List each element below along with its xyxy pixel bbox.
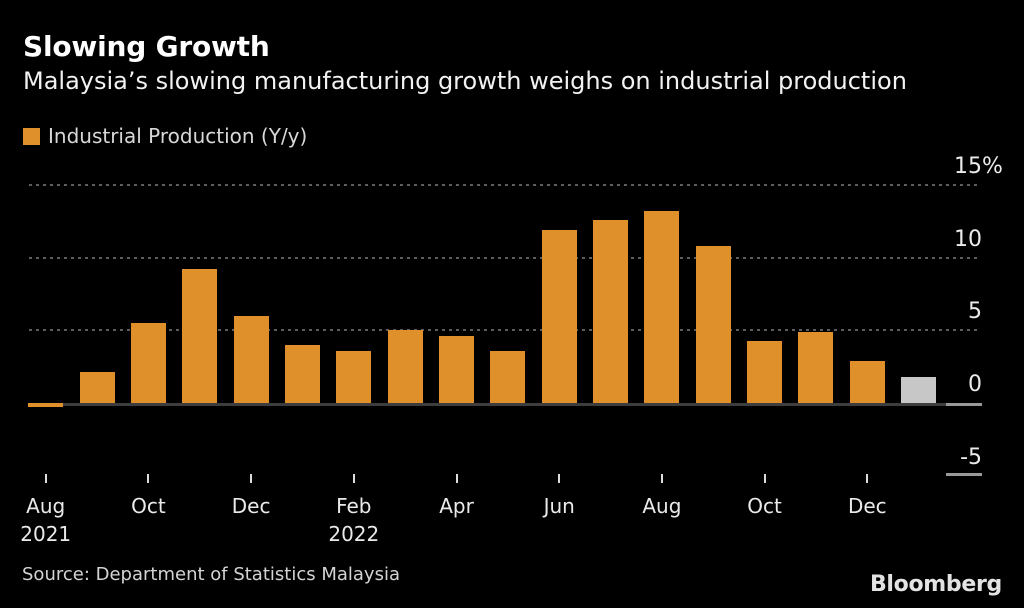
x-axis-label-dec-2022: Dec xyxy=(847,494,887,518)
x-tick-dec-2021 xyxy=(250,474,253,483)
y-axis-label-value: 10 xyxy=(954,226,982,252)
x-axis-label-dec-2021: Dec xyxy=(231,494,271,518)
x-axis-label-oct-2022: Oct xyxy=(747,494,782,518)
y-axis-label-value: 15 xyxy=(954,154,982,179)
x-tick-oct-2022 xyxy=(763,474,766,483)
ytick-dash--5 xyxy=(946,472,982,476)
x-tick-oct-2021 xyxy=(147,474,150,483)
y-axis-label-suffix: % xyxy=(982,154,1003,179)
x-axis-label-aug-2022: Aug xyxy=(642,494,682,518)
x-tick-aug-2022 xyxy=(660,474,663,483)
bar-dec-2022 xyxy=(849,360,885,403)
y-axis-label--5: -5 xyxy=(960,444,982,470)
bar-jan-2022 xyxy=(284,344,320,403)
bar-sep-2022 xyxy=(695,246,731,403)
legend-label: Industrial Production (Y/y) xyxy=(48,124,308,148)
x-axis-label-oct-2021: Oct xyxy=(131,494,166,518)
gridline-10 xyxy=(29,256,977,259)
y-axis-label-value: -5 xyxy=(960,444,982,470)
chart-title: Slowing Growth xyxy=(23,30,270,63)
bar-oct-2022 xyxy=(747,340,783,403)
bloomberg-logo: Bloomberg xyxy=(869,572,1002,597)
bar-aug-2021 xyxy=(28,403,64,408)
y-axis-label-value: 0 xyxy=(968,372,982,397)
bar-jan-2023 xyxy=(901,376,937,403)
bar-jul-2022 xyxy=(593,219,629,403)
bar-aug-2022 xyxy=(644,211,680,403)
source-note: Source: Department of Statistics Malaysi… xyxy=(22,564,400,585)
bar-sep-2021 xyxy=(79,372,115,403)
chart-subtitle: Malaysia’s slowing manufacturing growth … xyxy=(23,67,907,95)
y-axis-label-10: 10 xyxy=(954,226,982,252)
bar-oct-2021 xyxy=(130,323,166,403)
bar-feb-2022 xyxy=(336,350,372,403)
bar-may-2022 xyxy=(490,350,526,403)
y-axis-label-value: 5 xyxy=(968,299,982,325)
x-tick-apr-2022 xyxy=(455,474,458,483)
legend-swatch-icon xyxy=(23,127,40,145)
zero-axis-line xyxy=(29,403,946,406)
bar-mar-2022 xyxy=(387,330,423,403)
bar-jun-2022 xyxy=(541,230,577,403)
legend: Industrial Production (Y/y) xyxy=(23,124,307,148)
x-tick-jun-2022 xyxy=(558,474,561,483)
x-tick-dec-2022 xyxy=(866,474,869,483)
y-axis-label-0: 0 xyxy=(968,374,982,396)
y-axis-label-15: 15% xyxy=(954,154,1003,179)
x-tick-aug-2021 xyxy=(44,474,47,483)
gridline-5 xyxy=(29,329,977,332)
bar-apr-2022 xyxy=(439,336,474,403)
bar-nov-2021 xyxy=(182,269,218,403)
gridline-15 xyxy=(29,184,977,186)
bar-nov-2022 xyxy=(798,331,834,403)
x-axis-label-aug-2021: Aug 2021 xyxy=(20,494,72,546)
x-axis-label-jun-2022: Jun xyxy=(543,494,575,518)
y-axis-label-5: 5 xyxy=(968,301,982,323)
ytick-dash-0 xyxy=(946,403,982,406)
x-axis-label-feb-2022: Feb 2022 xyxy=(328,494,380,546)
x-tick-feb-2022 xyxy=(352,474,355,483)
x-axis-label-apr-2022: Apr xyxy=(439,494,474,518)
bar-dec-2021 xyxy=(233,315,269,403)
